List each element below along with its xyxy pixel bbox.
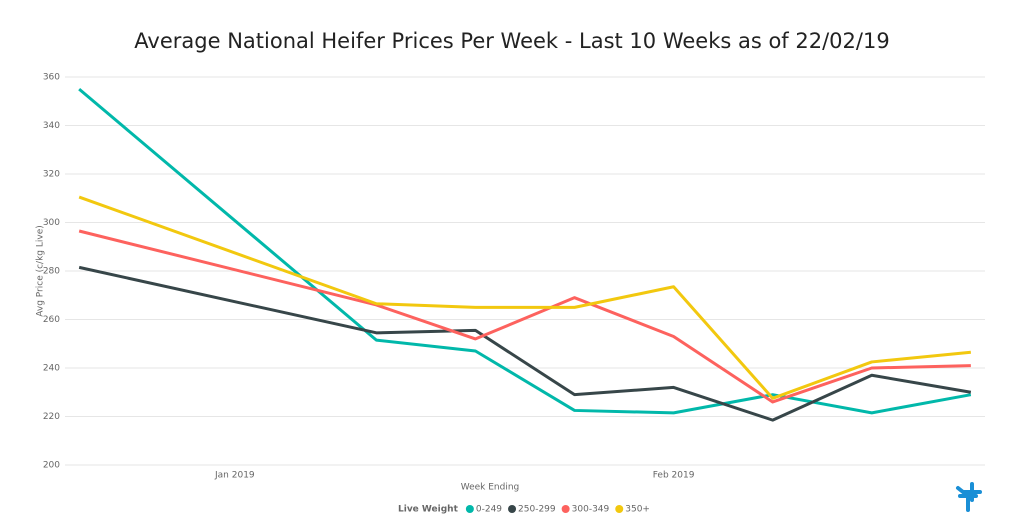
line-series <box>78 265 972 422</box>
legend-label: 300-349 <box>572 505 610 515</box>
legend-title: Live Weight <box>398 505 459 515</box>
y-tick-label: 240 <box>43 364 60 374</box>
x-tick-label: Feb 2019 <box>653 471 695 481</box>
legend-label: 0-249 <box>476 505 502 515</box>
y-axis-label: Avg Price (c/kg Live) <box>36 225 46 317</box>
legend-swatch <box>465 505 474 513</box>
y-tick-label: 280 <box>43 267 60 277</box>
x-tick-label: Jan 2019 <box>214 471 255 481</box>
line-series <box>78 195 971 400</box>
line-series <box>78 87 972 415</box>
legend-swatch <box>508 505 517 513</box>
chart-title: Average National Heifer Prices Per Week … <box>134 29 889 53</box>
legend-label: 250-299 <box>518 505 556 515</box>
legend-swatch <box>561 505 570 513</box>
legend-label: 350+ <box>625 505 650 515</box>
logo <box>956 482 982 512</box>
y-tick-label: 340 <box>43 121 60 131</box>
line-series <box>78 229 971 404</box>
y-tick-label: 360 <box>43 73 60 83</box>
y-tick-label: 220 <box>43 412 60 422</box>
x-axis-label: Week Ending <box>461 483 520 493</box>
y-tick-label: 260 <box>43 315 60 325</box>
legend-swatch <box>615 505 624 513</box>
y-tick-label: 320 <box>43 170 60 180</box>
y-tick-label: 300 <box>43 218 60 228</box>
y-tick-label: 200 <box>43 461 60 471</box>
